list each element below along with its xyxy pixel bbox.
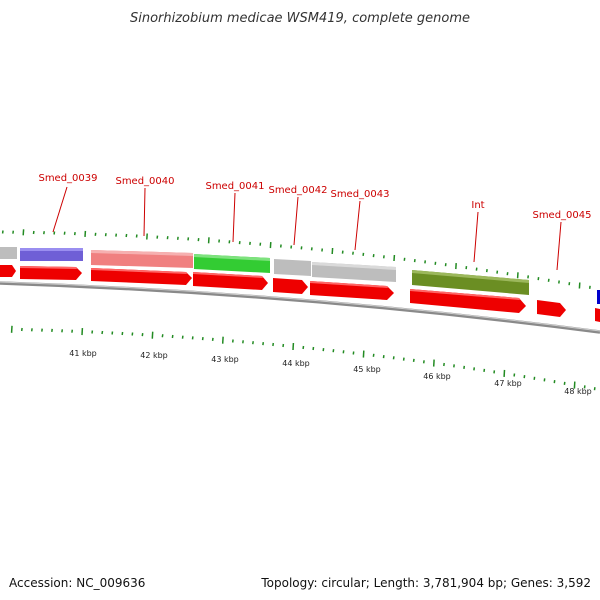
inner-tick [161,334,164,338]
kbp-label-45: 45 kbp [353,365,381,374]
cds-track [0,265,600,322]
feature-bar [412,270,529,283]
kbp-label-47: 47 kbp [494,379,522,388]
cds-arrow-highlight [410,289,520,300]
gene-label-int: Int [471,200,484,211]
gene-label-smed-0041: Smed_0041 [205,181,264,192]
cds-arrow [20,266,82,280]
gene-label-smed-0043: Smed_0043 [330,189,389,200]
genome-backbone [0,281,600,334]
label-lines [52,186,562,271]
inner-tick-track [10,325,596,391]
feature-bar [597,290,600,304]
label-line [556,221,562,271]
kbp-label-41: 41 kbp [69,349,97,358]
accession-text: Accession: NC_009636 [9,576,145,590]
cds-arrow-highlight [310,281,388,288]
label-line [52,186,68,233]
cds-arrow [273,278,308,294]
kbp-label-42: 42 kbp [140,351,168,360]
outer-tick-track [1,229,591,289]
feature-bar [20,248,83,261]
feature-bar [194,254,270,261]
gene-label-smed-0045: Smed_0045 [532,210,591,221]
cds-arrow [595,308,600,322]
cds-arrow [410,289,526,313]
feature-bar [91,250,193,256]
genome-backbone-highlight [0,281,600,332]
feature-bar [312,262,396,270]
feature-bar [412,270,529,295]
kbp-label-48: 48 kbp [564,387,592,396]
kbp-label-46: 46 kbp [423,372,451,381]
label-line [473,211,479,263]
label-line [293,196,299,246]
genome-summary-text: Topology: circular; Length: 3,781,904 bp… [260,576,591,590]
cds-arrow-highlight [193,272,263,278]
cds-arrow-highlight [91,268,187,274]
kbp-label-44: 44 kbp [282,359,310,368]
gene-labels: Smed_0039 Smed_0040 Smed_0041 Smed_0042 … [38,173,591,221]
gene-label-smed-0039: Smed_0039 [38,173,97,184]
label-line [232,192,236,243]
kbp-label-43: 43 kbp [211,355,239,364]
gene-label-smed-0042: Smed_0042 [268,185,327,196]
cds-arrow [537,300,566,317]
gene-label-smed-0040: Smed_0040 [115,176,174,187]
feature-track [0,247,600,304]
feature-bar [20,248,83,251]
kbp-labels: 41 kbp 42 kbp 43 kbp 44 kbp 45 kbp 46 kb… [69,349,592,396]
feature-bar [0,247,17,259]
inner-tick [101,330,104,335]
cds-arrow-highlight [20,266,77,269]
feature-bar [274,259,311,276]
label-line [354,200,361,251]
cds-arrow [0,265,16,277]
label-line [143,187,146,237]
genome-title: Sinorhizobium medicae WSM419, complete g… [130,11,470,26]
